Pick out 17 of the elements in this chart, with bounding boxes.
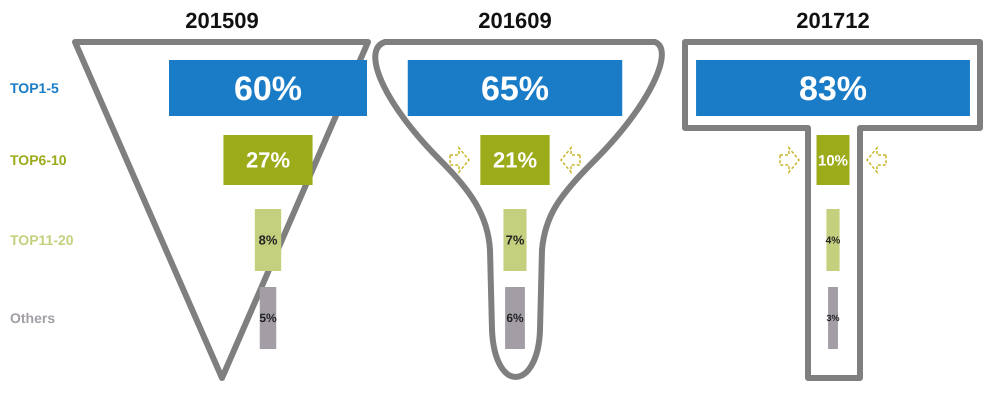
text: 201509 (185, 8, 259, 33)
text: 201712 (796, 8, 870, 33)
data-label: 7% (506, 232, 525, 248)
data-label: 27% (246, 148, 290, 173)
data-label: 83% (798, 70, 868, 108)
data-label: 8% (258, 232, 278, 248)
category-label: TOP11-20 (10, 232, 74, 248)
category-label: Others (10, 310, 56, 326)
category-label: TOP6-10 (10, 152, 67, 168)
data-label: 21% (492, 148, 538, 173)
category-label: TOP1-5 (10, 80, 59, 96)
data-label: 5% (259, 311, 277, 326)
data-label: 10% (818, 152, 848, 170)
data-label: 6% (506, 311, 524, 326)
data-label: 65% (480, 70, 550, 108)
data-label: 60% (234, 70, 302, 108)
text: 201609 (478, 8, 552, 33)
